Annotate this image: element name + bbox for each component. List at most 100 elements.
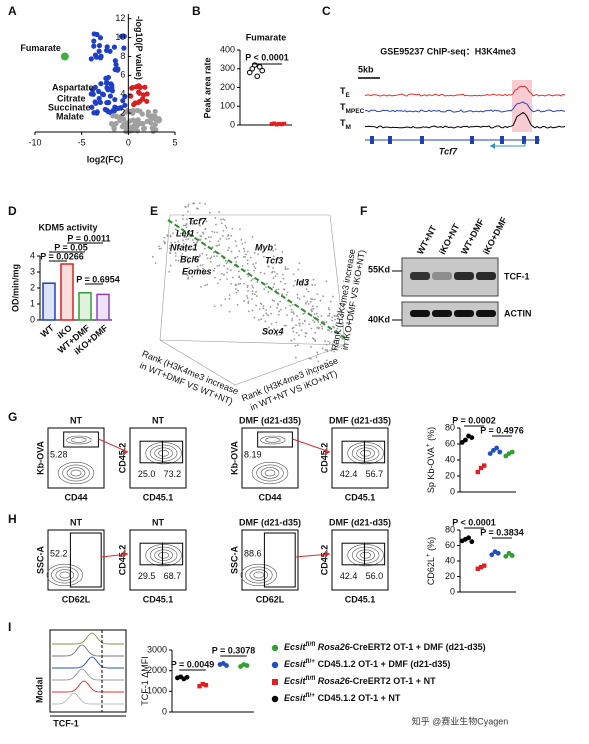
background-point xyxy=(279,300,282,303)
background-point xyxy=(196,241,198,244)
background-point xyxy=(272,277,275,280)
background-point xyxy=(339,323,342,325)
background-point xyxy=(264,320,267,323)
background-point xyxy=(247,275,250,278)
contour xyxy=(360,551,371,559)
histogram xyxy=(52,632,124,645)
background-point xyxy=(213,305,216,308)
background-point xyxy=(255,304,258,307)
point xyxy=(136,90,143,96)
text-part: -CreERT2 OT-1 + NT xyxy=(350,676,436,686)
background-point xyxy=(265,282,268,285)
text-part: Ecsit xyxy=(284,693,307,703)
background-point xyxy=(177,259,180,262)
dot xyxy=(494,445,499,451)
bar xyxy=(42,282,56,321)
background-point xyxy=(247,289,249,292)
background-point xyxy=(328,312,331,315)
dot xyxy=(251,62,258,68)
background-point xyxy=(342,315,344,318)
point xyxy=(112,58,118,64)
background-point xyxy=(324,340,327,342)
panel-label: D xyxy=(8,204,17,218)
point xyxy=(139,96,146,102)
dot xyxy=(254,73,261,80)
background-point xyxy=(187,238,190,241)
background-point xyxy=(328,308,331,311)
background-point xyxy=(284,282,287,285)
plot-title: NT xyxy=(152,415,164,425)
background-point xyxy=(313,321,316,324)
dot xyxy=(269,122,274,127)
background-point xyxy=(151,255,154,258)
background-point xyxy=(200,218,203,221)
line xyxy=(167,219,349,341)
background-point xyxy=(252,278,254,281)
background-point xyxy=(280,308,282,311)
y-tick-label: 200 xyxy=(220,82,235,92)
background-point xyxy=(163,240,165,243)
point xyxy=(118,33,125,40)
y-axis-label: CD45.2 xyxy=(117,443,127,474)
track-label: TMPEC xyxy=(340,102,365,115)
point xyxy=(97,35,104,41)
background-point xyxy=(325,359,328,362)
text-part: fl/+ xyxy=(306,692,316,699)
histogram-frame xyxy=(49,629,127,713)
background-point xyxy=(305,283,308,286)
size-marker: 55Kd xyxy=(368,264,390,274)
background-point xyxy=(276,306,279,309)
x-axis-label: CD45.1 xyxy=(345,492,376,502)
annotation: Succinate xyxy=(48,102,91,112)
background-point xyxy=(195,256,198,259)
background-point xyxy=(158,247,161,250)
background-point xyxy=(251,309,254,312)
background-point xyxy=(170,241,173,244)
y-tick-label: 60 xyxy=(445,438,455,448)
point xyxy=(97,99,103,106)
background-point xyxy=(184,224,187,227)
background-point xyxy=(296,293,299,296)
panel-title: KDM5 activity xyxy=(38,222,97,232)
background-point xyxy=(190,222,192,225)
background-point xyxy=(295,324,297,327)
plot-frame xyxy=(331,427,389,489)
background-point xyxy=(187,261,189,264)
background-point xyxy=(224,224,227,227)
text-part: MPEC xyxy=(346,108,365,115)
contour xyxy=(154,549,173,561)
background-point xyxy=(201,252,204,255)
background-point xyxy=(185,223,188,226)
background-point xyxy=(216,282,219,285)
y-tick-label: 1 xyxy=(30,298,35,308)
y-tick-label: 0 xyxy=(162,706,167,716)
background-point xyxy=(351,296,354,299)
background-point xyxy=(265,286,267,289)
background-point xyxy=(211,246,214,248)
background-point xyxy=(154,262,157,265)
point xyxy=(121,45,127,51)
background-point xyxy=(175,259,177,262)
gene-label: Tcf7 xyxy=(188,216,207,226)
background-point xyxy=(300,281,303,284)
background-point xyxy=(313,298,316,301)
background-point xyxy=(334,318,336,321)
background-point xyxy=(303,312,306,314)
background-point xyxy=(289,304,291,307)
background-point xyxy=(228,297,231,300)
background-point xyxy=(298,298,301,300)
point xyxy=(150,128,156,134)
text-part: (%) xyxy=(426,427,436,444)
background-point xyxy=(223,218,226,221)
background-point xyxy=(271,270,274,273)
bar xyxy=(60,263,74,321)
background-point xyxy=(164,241,167,244)
background-point xyxy=(246,295,248,297)
background-point xyxy=(212,251,215,254)
background-point xyxy=(187,203,190,206)
background-point xyxy=(313,313,316,315)
dot xyxy=(259,67,266,74)
point xyxy=(131,122,138,128)
background-point xyxy=(178,247,180,250)
background-point xyxy=(293,338,296,341)
